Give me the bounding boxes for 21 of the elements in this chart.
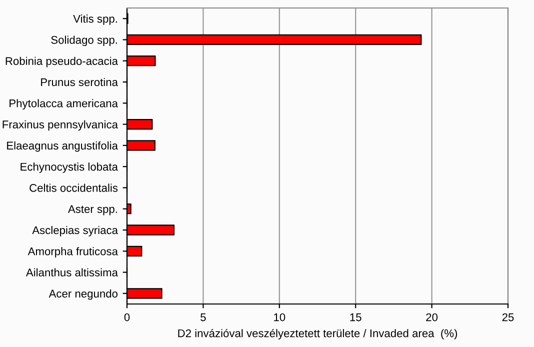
y-tick-label: Amorpha fruticosa bbox=[28, 247, 118, 258]
x-tick-label: 25 bbox=[502, 313, 514, 322]
y-tick-label: Ailanthus altissima bbox=[26, 268, 118, 276]
y-tick-label: Solidago spp. bbox=[51, 36, 117, 46]
x-tick-label: 20 bbox=[426, 313, 438, 322]
y-tick-label: Celtis occidentalis bbox=[30, 184, 118, 192]
y-tick-label: Acer negundo bbox=[48, 289, 118, 300]
y-tick-label: Phytolacca americana bbox=[10, 99, 118, 110]
x-axis-title: D2 invázióval veszélyeztetett területe / Invaded area (%) bbox=[178, 328, 458, 340]
y-tick-label: Fraxinus pennsylvanica bbox=[2, 120, 118, 131]
y-tick-label: Robinia pseudo-acacia bbox=[6, 56, 118, 68]
y-tick-label: Elaeagnus angustifolia bbox=[7, 141, 118, 152]
x-tick-label: 0 bbox=[124, 313, 130, 322]
y-tick-label: Echynocystis lobata bbox=[20, 162, 118, 173]
y-tick-label: Vitis spp. bbox=[73, 14, 117, 25]
y-tick-label: Aster spp. bbox=[68, 205, 117, 216]
y-tick-label: Asclepias syriaca bbox=[32, 226, 118, 236]
y-tick-label: Prunus serotina bbox=[41, 78, 118, 86]
x-tick-label: 10 bbox=[274, 313, 286, 322]
x-tick-label: 5 bbox=[200, 313, 206, 322]
x-tick-label: 15 bbox=[350, 313, 362, 322]
